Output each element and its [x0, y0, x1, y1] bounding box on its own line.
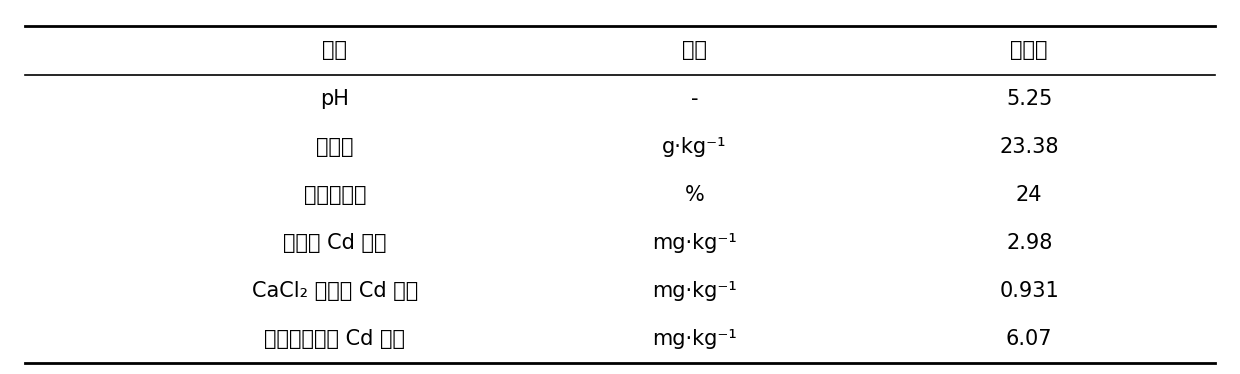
Text: 水稻籍粒中的 Cd 含量: 水稻籍粒中的 Cd 含量: [264, 329, 405, 349]
Text: 有机质: 有机质: [316, 137, 353, 157]
Text: 重金属 Cd 含量: 重金属 Cd 含量: [283, 233, 387, 253]
Text: 2.98: 2.98: [1006, 233, 1053, 253]
Text: -: -: [691, 89, 698, 109]
Text: CaCl₂ 浸提态 Cd 含量: CaCl₂ 浸提态 Cd 含量: [252, 281, 418, 301]
Text: 23.38: 23.38: [999, 137, 1059, 157]
Text: pH: pH: [320, 89, 350, 109]
Text: mg·kg⁻¹: mg·kg⁻¹: [652, 281, 737, 301]
Text: 单位: 单位: [682, 40, 707, 61]
Text: g·kg⁻¹: g·kg⁻¹: [662, 137, 727, 157]
Text: mg·kg⁻¹: mg·kg⁻¹: [652, 233, 737, 253]
Text: 田间持水量: 田间持水量: [304, 185, 366, 205]
Text: %: %: [684, 185, 704, 205]
Text: 0.931: 0.931: [999, 281, 1059, 301]
Text: 5.25: 5.25: [1006, 89, 1053, 109]
Text: 测定值: 测定值: [1011, 40, 1048, 61]
Text: 24: 24: [1016, 185, 1043, 205]
Text: mg·kg⁻¹: mg·kg⁻¹: [652, 329, 737, 349]
Text: 6.07: 6.07: [1006, 329, 1053, 349]
Text: 指标: 指标: [322, 40, 347, 61]
